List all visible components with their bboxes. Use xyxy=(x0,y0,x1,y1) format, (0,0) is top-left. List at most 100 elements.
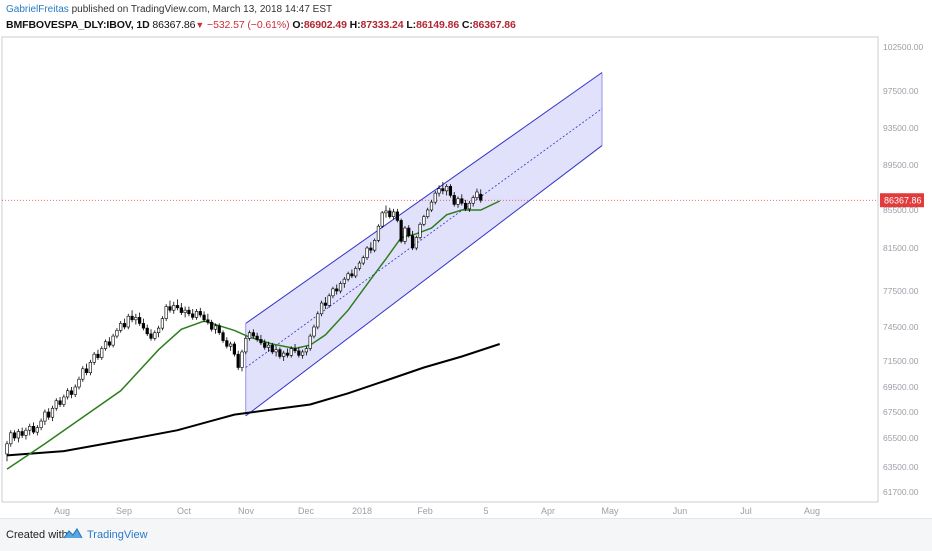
candle xyxy=(460,194,464,206)
candle xyxy=(278,347,282,359)
candle xyxy=(445,184,449,196)
candle xyxy=(251,329,255,339)
candle xyxy=(206,313,210,325)
candle xyxy=(191,309,195,320)
price-chart[interactable]: 102500.00 97500.00 93500.00 89500.00 85500.0… xyxy=(0,0,932,518)
x-tick-label: Feb xyxy=(417,506,433,516)
candle xyxy=(297,347,301,358)
last-price-tag xyxy=(880,193,924,208)
candle xyxy=(255,332,259,342)
high-value: 87333.24 xyxy=(360,19,404,31)
y-tick-label: 69500.00 xyxy=(883,382,919,392)
channel-lower-line xyxy=(245,145,603,417)
candle xyxy=(202,311,206,323)
x-tick-label: Jul xyxy=(740,506,752,516)
candle xyxy=(84,363,89,376)
author-link[interactable]: GabrielFreitas xyxy=(6,4,69,15)
y-tick-label: 89500.00 xyxy=(883,160,919,170)
candle xyxy=(342,277,346,288)
candle xyxy=(92,351,96,365)
candle xyxy=(229,341,233,351)
close-value: 86367.86 xyxy=(472,19,516,31)
candle xyxy=(69,387,74,399)
candle xyxy=(244,336,248,355)
candle xyxy=(361,255,365,266)
x-tick-label: Apr xyxy=(541,506,555,516)
candle xyxy=(456,196,460,208)
x-tick-label: May xyxy=(601,506,619,516)
candle xyxy=(308,333,312,351)
candle xyxy=(194,309,199,320)
candle xyxy=(452,192,456,207)
x-tick-label: Sep xyxy=(116,506,132,516)
candle xyxy=(331,286,335,299)
candle xyxy=(350,269,354,279)
candle xyxy=(73,384,77,397)
candle xyxy=(153,330,157,341)
candle xyxy=(225,337,229,349)
open-value: 86902.49 xyxy=(303,19,347,31)
candle xyxy=(160,316,164,331)
candle xyxy=(115,328,119,339)
candle xyxy=(448,184,453,198)
candle xyxy=(54,398,58,411)
candle xyxy=(141,318,146,331)
y-tick-label: 67500.00 xyxy=(883,407,919,417)
ma-long-line xyxy=(6,343,501,457)
candle xyxy=(213,323,218,334)
candle xyxy=(301,349,305,359)
price-change: −532.57 (−0.61%) xyxy=(207,19,290,31)
x-tick-label: 5 xyxy=(483,506,488,516)
candle xyxy=(354,266,358,279)
candle xyxy=(43,409,47,425)
y-tick-label: 77500.00 xyxy=(883,286,919,296)
candle xyxy=(304,346,309,356)
candle xyxy=(198,307,202,318)
candle xyxy=(369,242,373,254)
low-value: 86149.86 xyxy=(416,19,460,31)
candle xyxy=(274,346,278,357)
tradingview-link[interactable]: TradingView xyxy=(87,529,148,541)
candle xyxy=(240,349,244,372)
candle xyxy=(247,330,252,341)
candle xyxy=(395,208,399,223)
candle xyxy=(384,205,388,218)
y-tick-label: 71500.00 xyxy=(883,356,919,366)
candle xyxy=(266,341,271,352)
candle xyxy=(12,430,17,441)
candle xyxy=(270,342,274,355)
y-tick-label: 74500.00 xyxy=(883,322,919,332)
candle xyxy=(187,306,191,317)
candle xyxy=(122,318,127,330)
candle xyxy=(259,334,263,346)
candle xyxy=(312,324,316,339)
candle xyxy=(285,348,290,358)
plot-frame xyxy=(1,36,879,503)
tradingview-logo-icon xyxy=(63,527,83,539)
candle xyxy=(168,300,172,313)
low-label: L: xyxy=(406,19,417,31)
candle xyxy=(149,329,153,341)
candle xyxy=(164,304,168,321)
candle xyxy=(441,181,445,195)
candle xyxy=(138,312,142,326)
candle xyxy=(437,185,441,197)
candle xyxy=(365,246,369,260)
y-tick-label: 93500.00 xyxy=(883,123,919,133)
candle xyxy=(20,427,24,438)
candle xyxy=(77,376,81,390)
x-tick-label: Oct xyxy=(177,506,192,516)
candle xyxy=(221,330,225,343)
x-tick-label: Nov xyxy=(238,506,255,516)
candle xyxy=(471,195,475,207)
candle xyxy=(338,281,343,294)
x-tick-label: Dec xyxy=(298,506,315,516)
candle xyxy=(145,324,149,337)
candle xyxy=(100,346,104,360)
candle xyxy=(96,349,100,360)
candle xyxy=(81,366,85,382)
candle xyxy=(66,388,70,400)
candle xyxy=(47,408,51,420)
y-tick-label: 85500.00 xyxy=(883,205,919,215)
y-tick-label: 61700.00 xyxy=(883,487,919,497)
